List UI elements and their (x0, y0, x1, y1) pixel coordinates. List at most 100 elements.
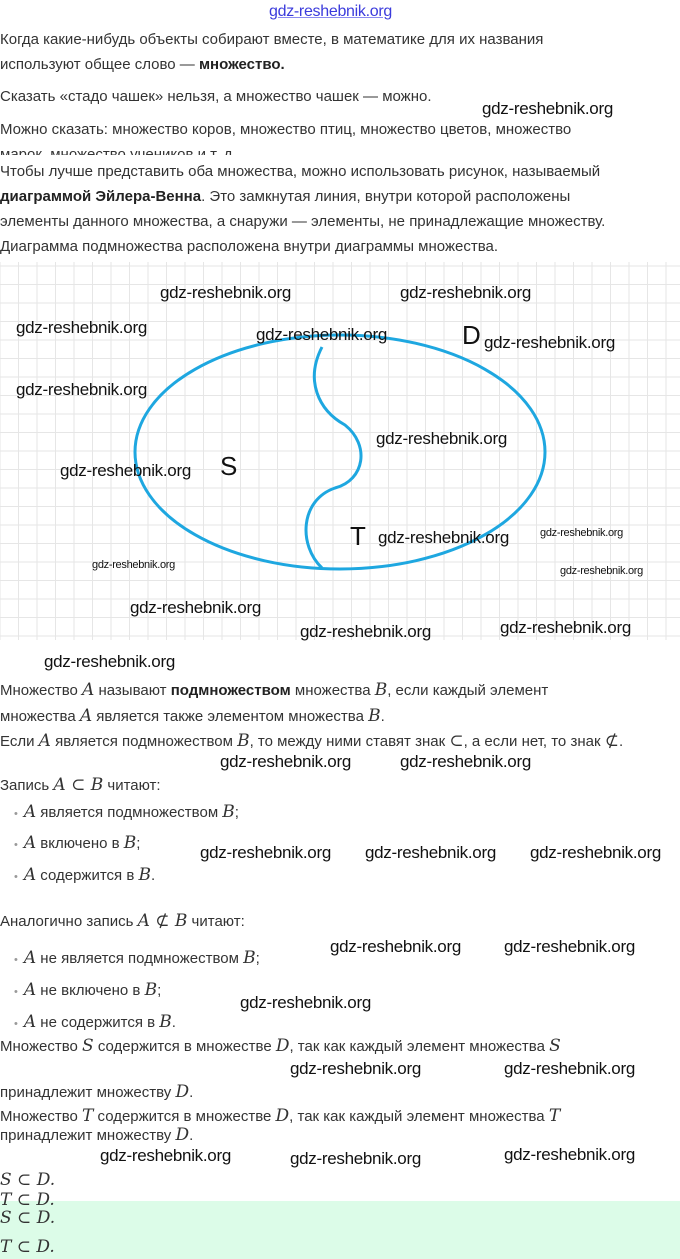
watermark: gdz-reshebnik.org (365, 843, 496, 862)
math-expression: B (243, 948, 256, 968)
paragraph-line: S ⊂ D. (0, 1170, 55, 1191)
text-run: включено в (36, 835, 124, 852)
math-expression: B (159, 1012, 172, 1032)
math-expression: A (79, 706, 93, 726)
set-d-outline (133, 333, 547, 571)
math-expression: A ⊂ B (53, 775, 104, 795)
text-run: ; (157, 982, 162, 999)
watermark: gdz-reshebnik.org (378, 528, 509, 547)
watermark: gdz-reshebnik.org (100, 1146, 231, 1165)
list-item: A не содержится в B. (14, 1012, 176, 1034)
text-run: Сказать «стадо чашек» нельзя, а множеств… (0, 88, 432, 105)
math-expression: A ⊄ B (137, 911, 188, 931)
watermark: gdz-reshebnik.org (60, 461, 191, 480)
text-run: элементы данного множества, а снаружи — … (0, 213, 606, 230)
text-run: множества (0, 708, 80, 725)
list-item: A содержится в B. (14, 865, 155, 887)
watermark: gdz-reshebnik.org (376, 429, 507, 448)
math-expression: T (548, 1106, 561, 1126)
text-run: не содержится в (36, 1014, 160, 1031)
watermark: gdz-reshebnik.org (530, 843, 661, 862)
paragraph-line: принадлежит множеству D. (0, 1082, 193, 1103)
math-expression: T (82, 1106, 94, 1126)
euler-venn-diagram: D S T (0, 262, 680, 640)
bold-term: подмножеством (170, 682, 291, 699)
paragraph-line: T ⊂ D. (0, 1190, 55, 1211)
text-run: марок, множество учеников и т. д. (0, 146, 237, 155)
watermark: gdz-reshebnik.org (330, 937, 461, 956)
watermark: gdz-reshebnik.org (560, 565, 643, 577)
text-run: Запись (0, 777, 54, 794)
paragraph-line: диаграммой Эйлера-Венна. Это замкнутая л… (0, 187, 570, 207)
watermark: gdz-reshebnik.org (240, 993, 371, 1012)
text-run: ; (136, 835, 141, 852)
watermark: gdz-reshebnik.org (290, 1149, 421, 1168)
text-run: Множество (0, 1108, 83, 1125)
paragraph-line: Можно сказать: множество коров, множеств… (0, 120, 571, 140)
text-run: . (189, 1127, 194, 1144)
bold-term: множество. (198, 56, 285, 73)
paragraph-line: Запись A ⊂ B читают: (0, 775, 161, 796)
text-run: . (380, 708, 385, 725)
math-expression: B (138, 865, 151, 885)
text-run: принадлежит множеству (0, 1084, 176, 1101)
math-expression: A (23, 948, 37, 968)
paragraph-line: марок, множество учеников и т. д. (0, 145, 237, 155)
math-expression: A (23, 980, 37, 1000)
paragraph-line: Если A является подмножеством B, то межд… (0, 731, 623, 752)
text-run: используют общее слово — (0, 56, 199, 73)
text-run: Аналогично запись (0, 913, 138, 930)
text-run: ; (255, 950, 260, 967)
watermark: gdz-reshebnik.org (290, 1059, 421, 1078)
math-expression: A (82, 680, 95, 700)
watermark: gdz-reshebnik.org (484, 333, 615, 352)
text-run: . Это замкнутая линия, внутри которой ра… (201, 188, 571, 205)
watermark: gdz-reshebnik.org (160, 283, 291, 302)
math-expression: A (23, 833, 37, 853)
math-expression: B (237, 731, 250, 751)
text-run: Множество (0, 1038, 83, 1055)
bold-term: диаграммой Эйлера-Венна (0, 188, 202, 205)
text-run: содержится в множестве (93, 1108, 276, 1125)
text-run: называют (94, 682, 171, 699)
text-run: . (618, 733, 624, 750)
math-expression: A (23, 802, 37, 822)
watermark: gdz-reshebnik.org (504, 1059, 635, 1078)
text-run: читают: (187, 913, 245, 930)
watermark[interactable]: gdz-reshebnik.org (269, 3, 392, 20)
text-run: является подмножеством (50, 733, 238, 750)
text-run: Можно сказать: множество коров, множеств… (0, 121, 572, 138)
text-run: принадлежит множеству (0, 1127, 176, 1144)
math-expression: B (374, 680, 388, 700)
text-run: . (150, 867, 156, 884)
text-run: содержится в множестве (93, 1038, 276, 1055)
text-run: , если каждый элемент (387, 682, 549, 699)
math-expression: ⊂ (449, 731, 464, 751)
paragraph-line: множества A является также элементом мно… (0, 706, 385, 727)
watermark: gdz-reshebnik.org (200, 843, 331, 862)
label-s: S (220, 451, 237, 481)
paragraph-line: Аналогично запись A ⊄ B читают: (0, 911, 245, 932)
paragraph-line: Множество A называют подмножеством множе… (0, 680, 548, 701)
text-run: Когда какие-нибудь объекты собирают вмес… (0, 31, 544, 48)
text-run: ; (234, 804, 239, 821)
watermark: gdz-reshebnik.org (16, 380, 147, 399)
watermark: gdz-reshebnik.org (130, 598, 261, 617)
text-run: множества (290, 682, 375, 699)
text-run: Диаграмма подмножества расположена внутр… (0, 238, 499, 255)
math-expression: B (222, 802, 235, 822)
watermark: gdz-reshebnik.org (504, 1145, 635, 1164)
label-t: T (350, 521, 366, 551)
text-run: , так как каждый элемент множества (289, 1038, 550, 1055)
watermark: gdz-reshebnik.org (500, 618, 631, 637)
math-expression: B (144, 980, 158, 1000)
list-item: A является подмножеством B; (14, 802, 239, 824)
math-expression: S ⊂ D. (0, 1208, 56, 1228)
text-run: Если (0, 733, 39, 750)
watermark: gdz-reshebnik.org (16, 318, 147, 337)
list-item: A не является подмножеством B; (14, 948, 260, 970)
math-expression: T ⊂ D. (0, 1237, 55, 1257)
list-item: A включено в B; (14, 833, 141, 855)
math-expression: B (123, 833, 137, 853)
math-expression: D (275, 1106, 290, 1126)
